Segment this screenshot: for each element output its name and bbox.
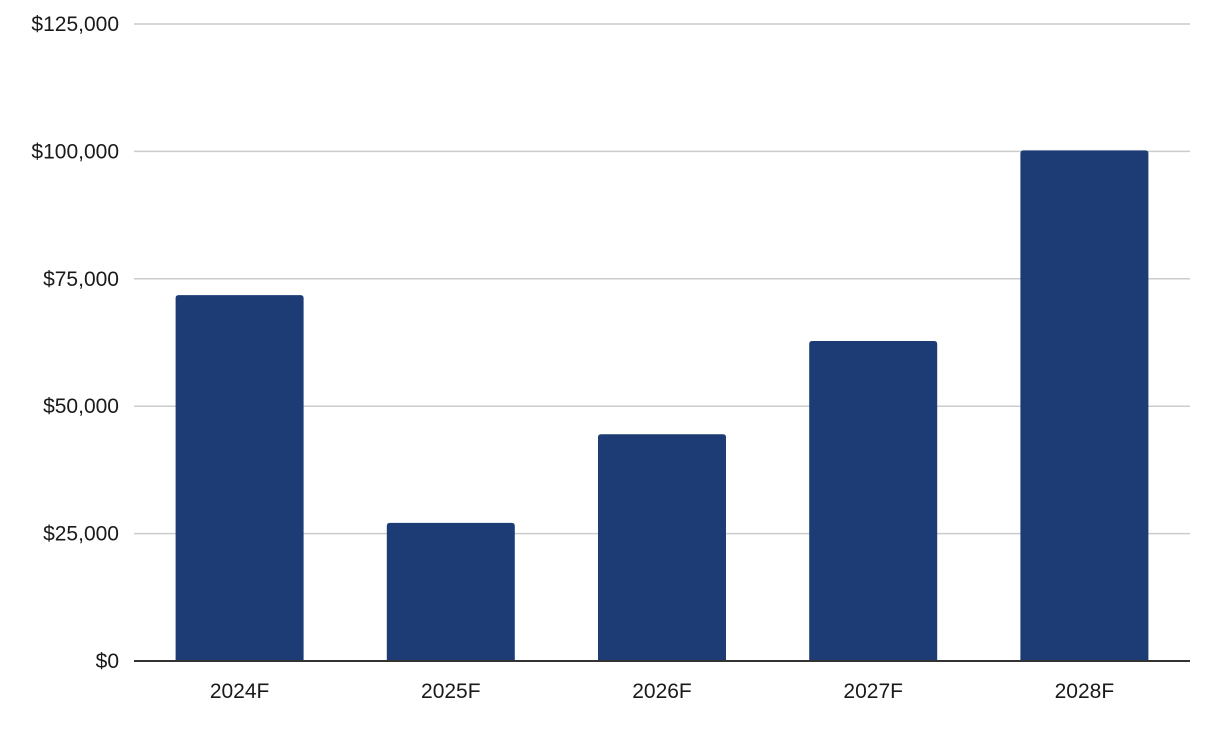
bar-2026f (598, 434, 726, 661)
x-tick-label: 2024F (210, 680, 270, 703)
x-tick-label: 2028F (1055, 680, 1115, 703)
bar-2027f (809, 340, 938, 661)
y-tick-label: $100,000 (31, 140, 119, 163)
x-tick-label: 2026F (632, 680, 692, 703)
bar-2024f (175, 295, 304, 661)
bars (175, 150, 1149, 661)
x-tick-labels: 2024F 2025F 2026F 2027F 2028F (210, 680, 1114, 703)
x-tick-label: 2025F (421, 680, 481, 703)
y-tick-label: $125,000 (31, 13, 119, 36)
grid-lines (134, 23, 1190, 535)
x-tick-label: 2027F (843, 680, 903, 703)
y-tick-label: $50,000 (43, 395, 119, 418)
y-tick-label: $0 (96, 650, 119, 673)
bar-2028f (1020, 150, 1149, 661)
y-tick-labels: $0 $25,000 $50,000 $75,000 $100,000 $125,000 (31, 13, 119, 673)
y-tick-label: $25,000 (43, 523, 119, 546)
y-tick-label: $75,000 (43, 268, 119, 291)
bar-2025f (386, 522, 515, 661)
